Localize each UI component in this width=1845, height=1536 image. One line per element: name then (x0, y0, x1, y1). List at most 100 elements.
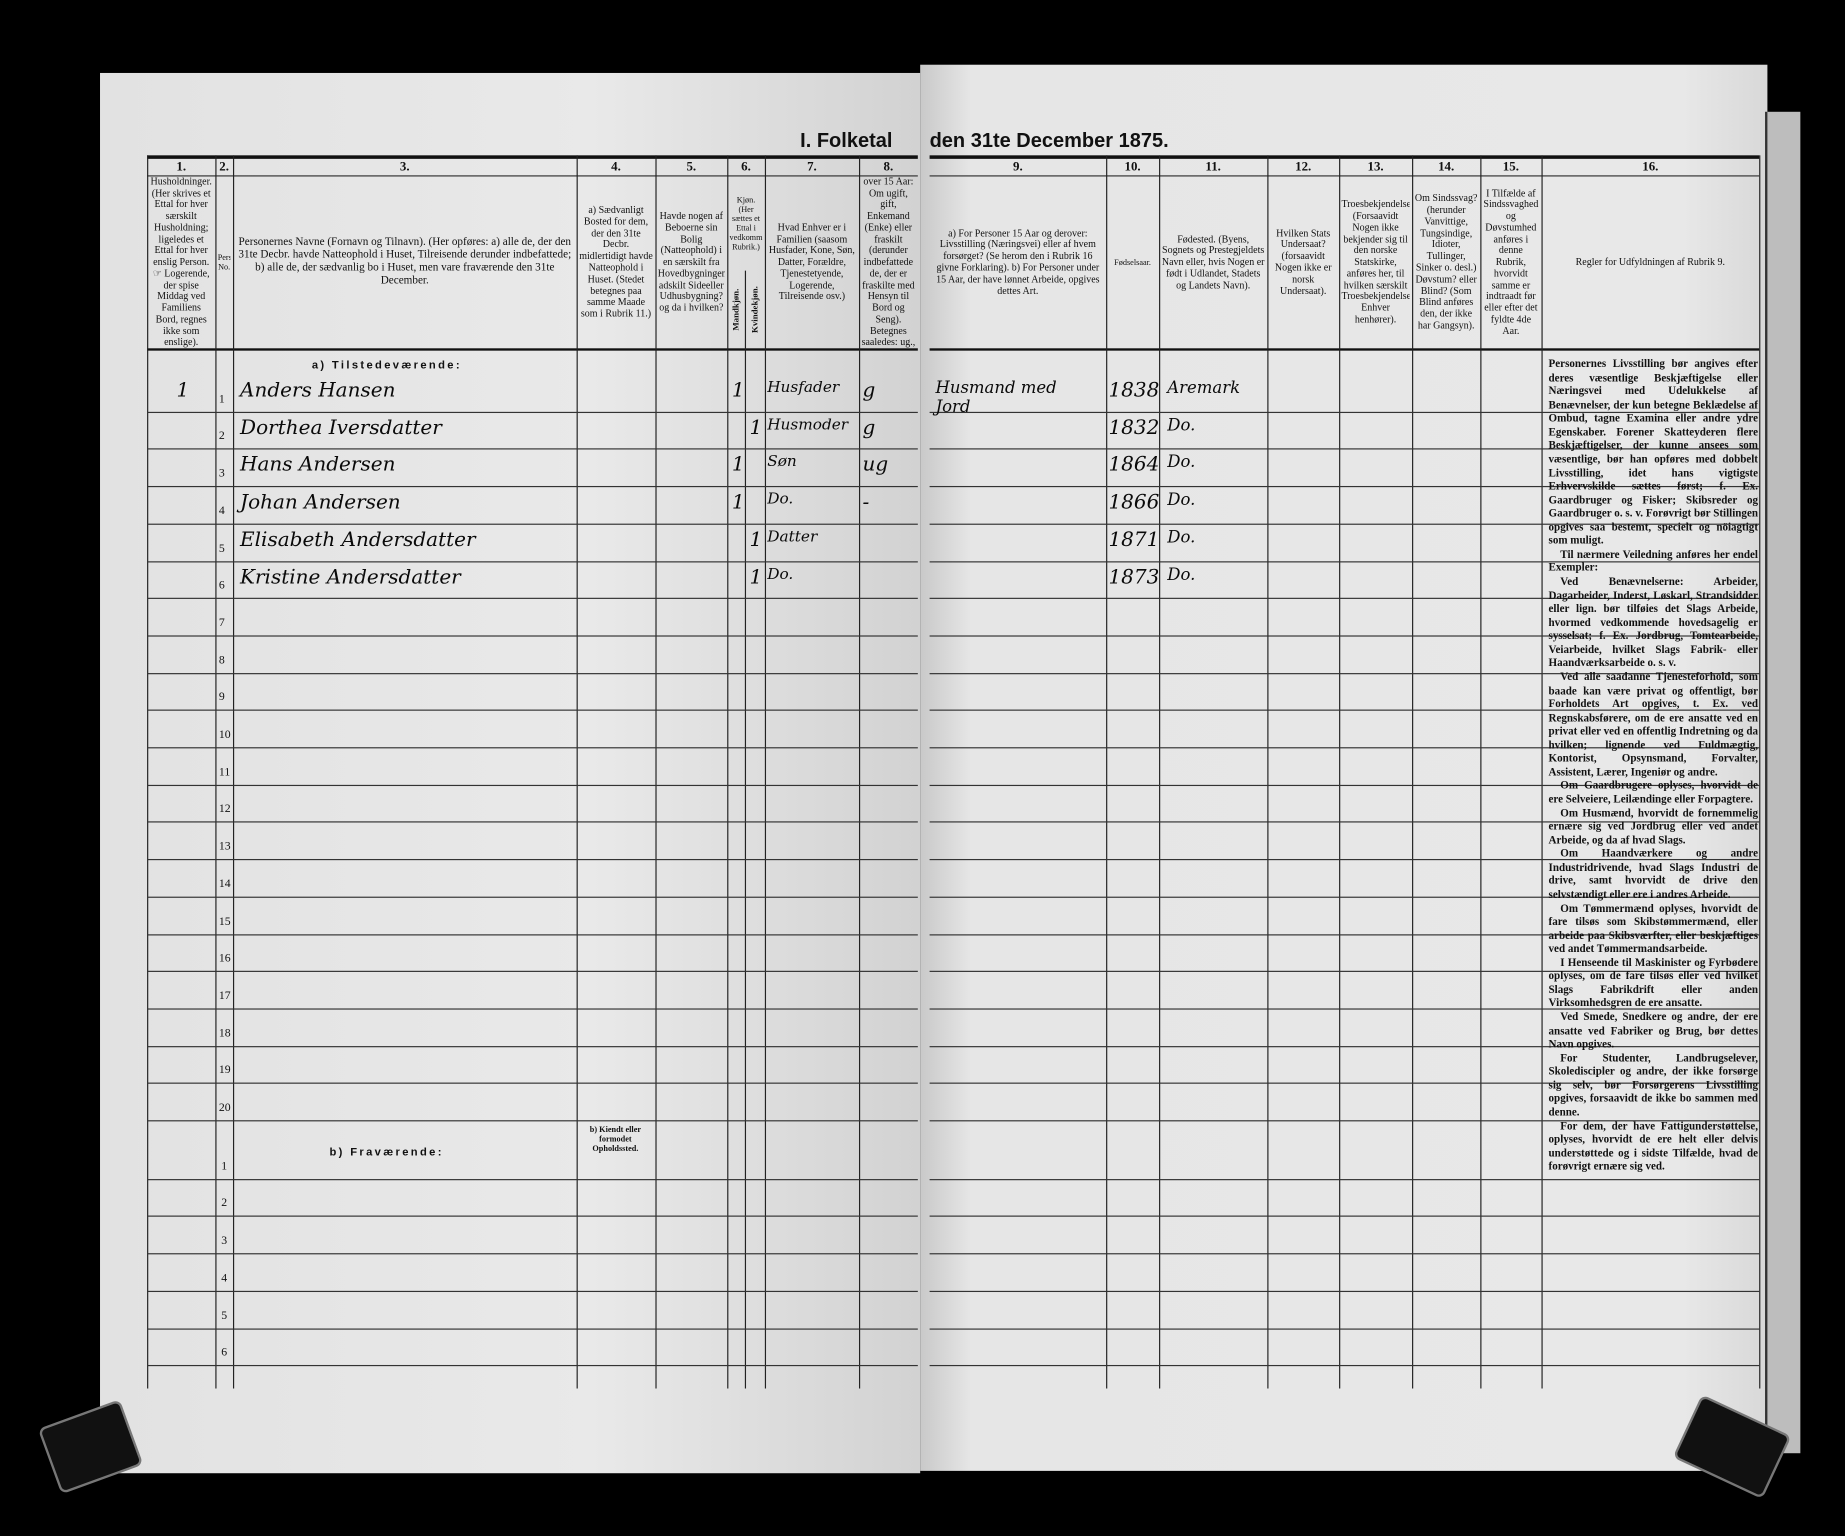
column-divider (1412, 155, 1414, 1389)
row-line (147, 933, 918, 935)
header-rule (147, 155, 918, 159)
person-born: 1838 (1108, 378, 1160, 403)
row-line (147, 821, 918, 823)
row-line (929, 859, 1760, 861)
column-header: Hvad Enhver er i Familien (saasom Husfad… (768, 220, 855, 302)
person-birthplace: Do. (1167, 490, 1196, 510)
row-number: 12 (218, 802, 231, 816)
rules-paragraph: For Studenter, Landbrugselever, Skoledis… (1548, 1052, 1758, 1119)
person-born: 1866 (1108, 490, 1160, 515)
column-divider (764, 155, 767, 1389)
row-line (929, 970, 1760, 973)
column-number: 10. (1124, 160, 1141, 175)
column-number: 8. (883, 160, 894, 175)
rules-text: Personernes Livsstilling bør angives eft… (1549, 359, 1758, 1175)
column-header: Personernes Navne (Fornavn og Tilnavn). … (238, 236, 572, 288)
row-line (147, 672, 918, 674)
row-number: 6 (221, 1346, 228, 1360)
row-line (929, 1008, 1760, 1010)
row-line (929, 486, 1760, 488)
person-civil: g (862, 416, 876, 440)
row-line (929, 896, 1760, 898)
person-civil: - (862, 490, 870, 515)
column-header: Hvilken Stats Undersaat? (forsaavidt Nog… (1274, 226, 1332, 296)
row-line (147, 784, 918, 786)
person-name: Hans Andersen (240, 453, 396, 478)
column-divider (1541, 155, 1543, 1389)
row-line (929, 597, 1760, 600)
rules-paragraph: Om Haandværkere og andre Industridrivend… (1548, 848, 1758, 902)
row-number: 1 (218, 392, 225, 406)
row-line (929, 1327, 1760, 1330)
column-divider (1339, 155, 1341, 1389)
row-line (147, 1045, 918, 1047)
person-birthplace: Aremark (1167, 378, 1241, 398)
row-line (147, 1120, 918, 1122)
row-number: 1 (221, 1159, 228, 1173)
row-number: 4 (221, 1271, 228, 1285)
row-line (147, 1008, 918, 1010)
row-line (147, 709, 918, 712)
person-household: 1 (176, 378, 190, 403)
row-number: 16 (218, 952, 231, 966)
column-number: 6. (741, 160, 751, 175)
column-number: 7. (807, 160, 817, 175)
column-header: Havde nogen af Beboerne sin Bolig (Natte… (657, 209, 725, 314)
page-edge (1765, 111, 1801, 1454)
person-name: Johan Andersen (240, 490, 401, 515)
person-occupation: Husmand med Jord (935, 378, 1057, 417)
column-divider (1267, 155, 1269, 1389)
rules-paragraph: Om Tømmermænd oplyses, hvorvidt de fare … (1548, 903, 1758, 956)
row-line (929, 1290, 1760, 1292)
person-family: Datter (767, 528, 818, 546)
row-line (147, 1178, 918, 1180)
person-birthplace: Do. (1167, 453, 1196, 473)
column-header: Regler for Udfyldningen af Rubrik 9. (1575, 255, 1726, 268)
rules-paragraph: For dem, der have Fattigunderstøttelse, … (1548, 1120, 1758, 1174)
row-line (147, 1215, 918, 1218)
person-birthplace: Do. (1167, 528, 1196, 547)
person-birthplace: Do. (1167, 416, 1196, 436)
row-line (147, 747, 918, 749)
rules-paragraph: Om Gaardbrugere oplyses, hvorvidt de ere… (1548, 780, 1758, 807)
row-number: 2 (218, 429, 225, 443)
row-line (929, 560, 1760, 562)
row-number: 11 (218, 765, 231, 779)
row-line (147, 635, 918, 637)
person-civil: ug (862, 453, 889, 478)
row-number: 4 (218, 504, 225, 518)
column-header: Personernes No. (217, 252, 231, 272)
column-divider (147, 155, 149, 1389)
column-header: a) For Personer 15 Aar og derover: Livss… (936, 226, 1100, 296)
row-line (929, 1215, 1760, 1218)
row-line (929, 933, 1760, 935)
row-line (929, 1365, 1760, 1367)
row-line (929, 1178, 1760, 1180)
row-number: 19 (218, 1064, 231, 1078)
section-present: a) Tilstedeværende: (311, 358, 462, 372)
row-line (147, 523, 918, 525)
row-line (147, 448, 918, 450)
row-line (929, 1120, 1760, 1122)
person-family: Do. (767, 490, 794, 509)
person-family: Do. (767, 565, 794, 584)
rules-paragraph: Personernes Livsstilling bør angives eft… (1548, 358, 1758, 548)
person-born: 1832 (1108, 416, 1160, 440)
column-divider (655, 155, 657, 1389)
rules-paragraph: Ved Smede, Snedkere og andre, der ere an… (1548, 1011, 1758, 1051)
row-line (147, 970, 918, 973)
column-number: 12. (1295, 160, 1312, 175)
column-divider (858, 155, 861, 1389)
row-number: 8 (218, 653, 225, 667)
column-header: Om Sindssvag? (herunder Vanvittige, Tung… (1414, 192, 1478, 331)
person-born: 1864 (1108, 453, 1160, 478)
column-number: 4. (611, 160, 621, 175)
column-divider (744, 270, 747, 1389)
number-row-rule (147, 175, 918, 177)
title-right: den 31te December 1875. (929, 129, 1169, 152)
row-line (147, 1290, 918, 1292)
row-number: 6 (218, 579, 225, 593)
row-line (929, 672, 1760, 674)
person-born: 1871 (1108, 528, 1160, 552)
column-divider (1480, 155, 1482, 1389)
